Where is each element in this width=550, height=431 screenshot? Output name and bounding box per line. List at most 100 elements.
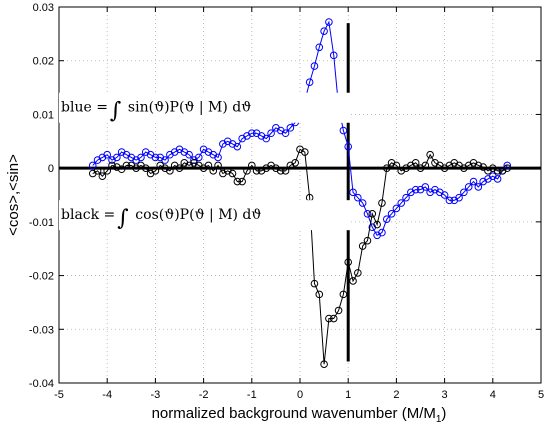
data-point — [411, 158, 420, 167]
data-point — [248, 129, 256, 138]
annotations: blue = ∫ sin(ϑ)P(ϑ | M) dϑ black = ∫ cos(ϑ)… — [59, 92, 351, 231]
annotation-label: black = — [61, 207, 115, 223]
data-point — [291, 158, 299, 167]
annotation-integrand: sin(ϑ)P(ϑ | M) dϑ — [128, 100, 251, 116]
data-point — [214, 153, 222, 162]
data-point — [113, 153, 121, 162]
data-point — [460, 188, 468, 197]
data-point — [281, 167, 290, 175]
data-point — [228, 169, 237, 178]
y-tick-label: 0.01 — [33, 109, 54, 121]
data-point — [267, 129, 275, 138]
data-point — [325, 18, 333, 26]
y-tick-label: -0.03 — [29, 324, 54, 336]
data-point — [474, 183, 483, 191]
data-point — [334, 306, 343, 315]
data-point — [368, 210, 377, 218]
data-point — [276, 167, 285, 175]
data-point — [382, 164, 391, 172]
annotation-0: blue = ∫ sin(ϑ)P(ϑ | M) dϑ — [59, 92, 351, 124]
data-point — [122, 161, 131, 170]
data-point — [479, 163, 487, 171]
data-point — [248, 161, 256, 170]
data-point — [493, 167, 502, 175]
x-tick-label: -3 — [151, 389, 161, 401]
data-point — [464, 183, 473, 191]
data-point — [151, 167, 160, 175]
data-point — [382, 215, 391, 223]
data-point — [426, 150, 434, 159]
annotation-background — [59, 200, 351, 231]
x-tick-label: 3 — [442, 389, 448, 401]
y-axis-label: <cos>,<sin> — [5, 154, 22, 236]
x-tick-label: 5 — [538, 389, 544, 401]
data-point — [238, 177, 246, 186]
data-point — [373, 220, 381, 229]
data-point — [305, 78, 314, 86]
data-point — [358, 199, 367, 207]
data-point — [204, 161, 213, 170]
data-point — [397, 199, 406, 207]
x-tick-label: 4 — [490, 389, 496, 401]
data-point — [421, 161, 430, 170]
data-point — [349, 188, 357, 197]
data-point — [378, 228, 386, 237]
axis-ticks: -5 -4 -3 -2 -1 0 1 2 3 4 5 -0.04 -0.03 -0.02 -0.01 0 0.0… — [29, 2, 544, 401]
data-point — [137, 153, 145, 162]
data-point — [402, 193, 410, 202]
data-point — [363, 236, 372, 245]
x-tick-label: 1 — [345, 389, 351, 401]
data-point — [440, 191, 449, 199]
data-point — [455, 193, 463, 202]
data-point — [103, 150, 111, 159]
data-point — [503, 164, 512, 172]
data-point — [175, 164, 184, 172]
data-point — [445, 196, 454, 205]
data-point — [214, 161, 222, 170]
data-point — [392, 204, 401, 213]
data-point — [378, 199, 386, 207]
data-point — [320, 360, 328, 369]
integral-symbol: ∫ — [110, 99, 122, 124]
data-point — [320, 27, 328, 35]
data-point — [503, 161, 512, 170]
data-point — [185, 150, 193, 159]
data-point — [354, 193, 362, 202]
annotation-1: black = ∫ cos(ϑ)P(ϑ | M) dϑ — [59, 200, 351, 231]
data-point — [141, 164, 150, 172]
data-point — [233, 177, 242, 186]
data-point — [329, 314, 338, 323]
data-point — [88, 161, 97, 170]
data-point — [301, 148, 309, 156]
x-tick-label: -5 — [54, 389, 64, 401]
data-point — [103, 167, 111, 175]
data-point — [194, 153, 203, 162]
data-point — [286, 124, 295, 132]
data-point — [243, 167, 251, 175]
y-tick-label: -0.04 — [29, 378, 54, 390]
data-point — [344, 142, 353, 151]
data-point — [363, 210, 372, 218]
data-point — [354, 269, 362, 277]
data-point — [315, 290, 324, 299]
y-tick-label: -0.01 — [29, 217, 54, 229]
y-tick-label: -0.02 — [29, 271, 54, 283]
x-tick-label: -2 — [199, 389, 209, 401]
plot-frame — [58, 6, 542, 384]
x-tick-label: -4 — [102, 389, 112, 401]
data-point — [421, 183, 430, 191]
data-point — [113, 163, 121, 171]
data-point — [339, 290, 348, 299]
y-tick-label: 0.02 — [33, 56, 54, 68]
data-point — [151, 153, 160, 162]
data-point — [117, 165, 126, 174]
data-point — [281, 129, 290, 138]
data-point — [233, 142, 242, 151]
data-point — [325, 314, 333, 323]
x-tick-label: 0 — [297, 389, 303, 401]
data-point — [315, 43, 324, 52]
x-tick-label: -1 — [247, 389, 257, 401]
data-point — [209, 167, 218, 175]
data-point — [387, 210, 396, 218]
